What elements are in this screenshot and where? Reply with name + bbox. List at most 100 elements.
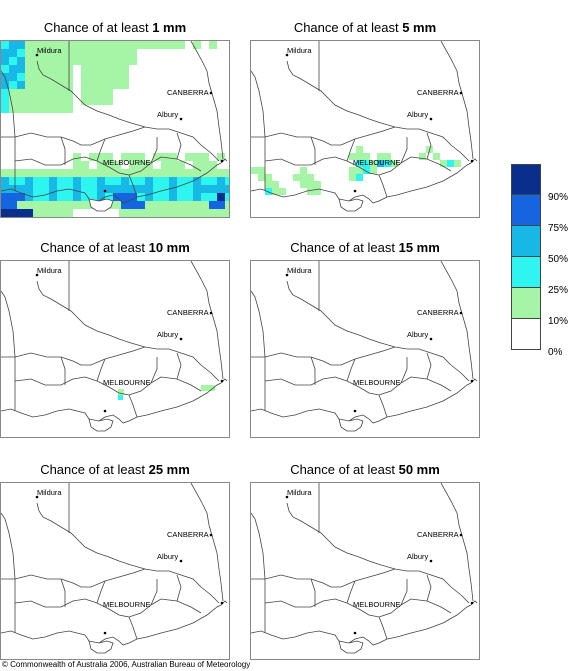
place-label-albury: Albury — [157, 552, 179, 561]
state-border — [251, 290, 266, 411]
probability-cell — [9, 209, 17, 217]
probability-cell — [169, 185, 177, 193]
probability-cell — [57, 97, 65, 105]
probability-cell — [169, 41, 177, 49]
probability-cell — [81, 193, 89, 201]
probability-cell — [25, 89, 33, 97]
district-border — [1, 346, 146, 366]
probability-cell — [121, 201, 129, 209]
probability-cell — [41, 89, 49, 97]
probability-cell — [169, 201, 177, 209]
probability-cell — [105, 161, 113, 169]
probability-cell — [201, 193, 209, 201]
probability-cell — [81, 73, 89, 81]
district-border — [251, 126, 396, 146]
probability-cell — [217, 177, 225, 185]
probability-cell — [177, 193, 185, 201]
district-border — [60, 352, 182, 418]
probability-cell — [33, 41, 41, 49]
probability-cell — [153, 169, 161, 177]
probability-cell — [161, 169, 169, 177]
probability-cell — [105, 41, 113, 49]
panel-title: Chance of at least 1 mm — [43, 20, 187, 35]
state-border — [36, 280, 220, 382]
rainfall-map: Mildura CANBERRA Albury MELBOURNE — [0, 482, 230, 660]
probability-cell — [193, 209, 201, 217]
legend-label: 10% — [548, 316, 569, 327]
probability-cell — [105, 57, 113, 65]
state-border — [1, 70, 16, 191]
probability-cell — [177, 41, 185, 49]
probability-cell — [217, 209, 225, 217]
city-marker-icon — [179, 337, 183, 341]
probability-cell — [1, 193, 9, 201]
probability-cell — [89, 177, 97, 185]
probability-cell — [377, 160, 384, 167]
probability-cell — [97, 57, 105, 65]
probability-cell — [89, 209, 119, 217]
city-marker-icon — [470, 601, 474, 605]
probability-cell — [25, 49, 33, 57]
probability-cell — [265, 174, 272, 181]
probability-cell — [153, 185, 161, 193]
probability-cell — [201, 153, 209, 161]
probability-cell — [49, 97, 57, 105]
probability-cell — [25, 201, 33, 209]
district-border — [251, 346, 396, 366]
probability-cell — [81, 65, 89, 73]
probability-cell — [129, 161, 137, 169]
place-label-canberra: CANBERRA — [417, 530, 459, 539]
probability-cell — [49, 65, 57, 73]
probability-cell — [201, 169, 209, 177]
probability-cell — [57, 41, 65, 49]
probability-cell — [129, 169, 137, 177]
map-svg: Mildura CANBERRA Albury MELBOURNE — [1, 41, 229, 217]
probability-cell — [49, 209, 57, 217]
probability-cell — [314, 188, 321, 195]
probability-cell — [97, 177, 105, 185]
probability-cell — [57, 209, 65, 217]
probability-cell — [1, 89, 9, 97]
probability-cell — [97, 73, 105, 81]
probability-cell — [73, 169, 81, 177]
probability-cell — [25, 209, 33, 217]
probability-cell — [193, 41, 201, 49]
city-marker-icon — [285, 495, 289, 499]
port-phillip-bay — [338, 640, 364, 654]
probability-cell — [161, 193, 169, 201]
city-marker-icon — [209, 533, 213, 537]
probability-cell — [177, 169, 185, 177]
probability-cell — [217, 201, 225, 209]
probability-cell — [307, 174, 314, 181]
district-border — [60, 574, 182, 640]
probability-cell — [73, 185, 81, 193]
probability-cell — [145, 185, 153, 193]
city-marker-icon — [209, 91, 213, 95]
probability-cell — [97, 161, 105, 169]
port-phillip-bay — [338, 418, 364, 432]
place-label-albury: Albury — [407, 110, 429, 119]
probability-cell — [9, 65, 17, 73]
place-label-canberra: CANBERRA — [167, 530, 209, 539]
probability-cell — [118, 395, 123, 400]
probability-cell — [185, 153, 193, 161]
probability-cell — [9, 169, 17, 177]
probability-cell — [105, 81, 113, 89]
probability-cell — [25, 65, 33, 73]
map-svg: Mildura CANBERRA Albury MELBOURNE — [1, 261, 228, 432]
probability-cell — [370, 167, 377, 174]
probability-cell — [33, 193, 41, 201]
probability-cell — [145, 177, 153, 185]
probability-cell — [25, 97, 33, 105]
probability-cell — [57, 73, 65, 81]
probability-cell — [41, 193, 49, 201]
probability-cell — [384, 160, 391, 167]
probability-cell — [363, 153, 370, 160]
place-label-canberra: CANBERRA — [417, 88, 459, 97]
probability-cell — [225, 185, 229, 193]
legend-swatch — [511, 257, 541, 288]
probability-cell — [185, 185, 193, 193]
state-border — [36, 502, 220, 604]
probability-cell — [17, 65, 25, 73]
probability-cell — [73, 201, 81, 209]
